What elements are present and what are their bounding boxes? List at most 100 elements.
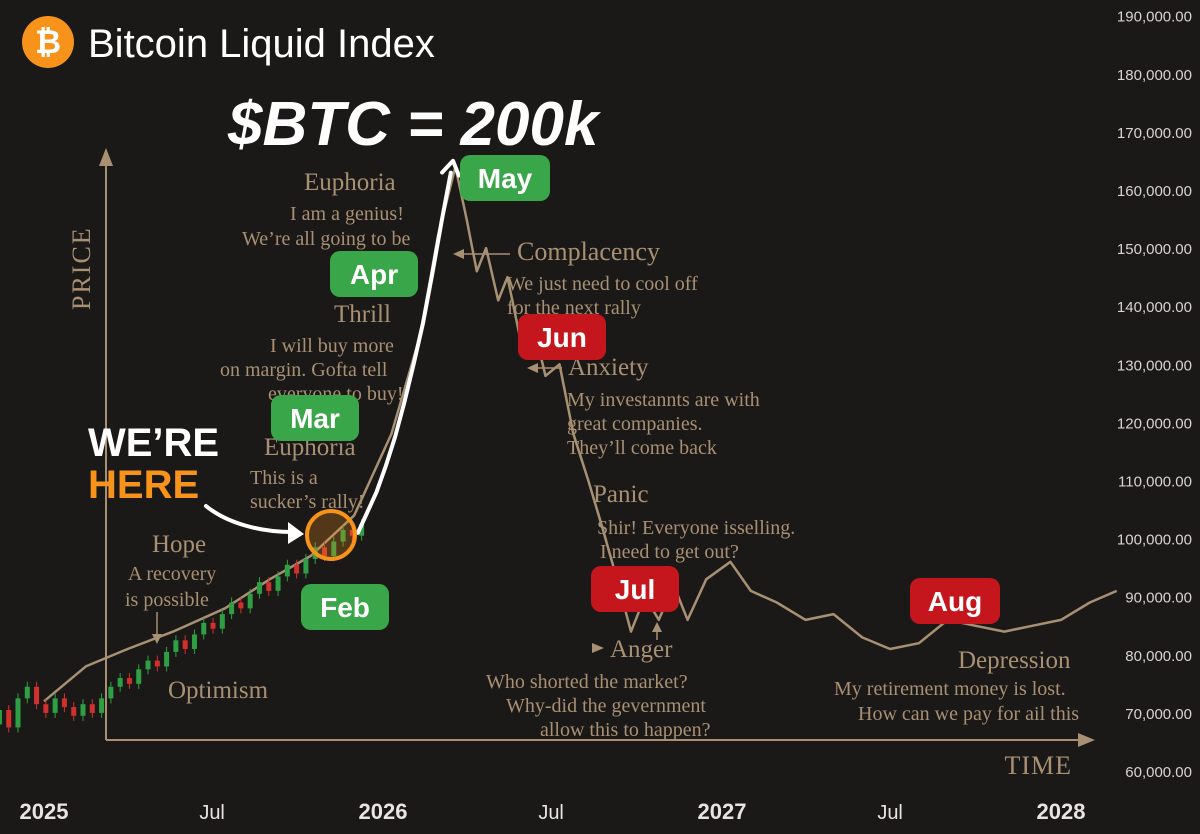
x-tick-label: Jul — [199, 802, 225, 824]
badge-jul: Jul — [591, 566, 679, 612]
annotation-complacency-line1: We just need to cool off — [507, 273, 698, 295]
candle-body — [303, 558, 309, 574]
candle-body — [145, 660, 151, 670]
annotation-euphoria-peak-line1: I am a genius! — [290, 203, 404, 225]
time-axis-arrow — [1078, 733, 1095, 747]
candle-body — [99, 698, 105, 713]
candle-body — [349, 529, 355, 536]
annotation-euphoria-peak-line2: We’re all going to be — [242, 228, 410, 250]
current-position-marker — [305, 509, 357, 561]
badge-jun-bg — [518, 314, 606, 360]
callout-arrow-head — [288, 522, 304, 544]
chart-title: Bitcoin Liquid Index — [88, 22, 435, 66]
y-tick-label: 60,000.00 — [1125, 764, 1192, 781]
we-are-here-callout: WE’RE HERE — [88, 421, 357, 561]
candle-body — [201, 622, 207, 635]
annotation-euphoria-early-line2: sucker’s rally! — [250, 491, 365, 513]
annotation-euphoria-early-line1: This is a — [250, 467, 318, 489]
candle-body — [238, 602, 244, 609]
annotation-anger-line3: allow this to happen? — [540, 719, 711, 741]
x-axis-label: TIME — [1004, 751, 1072, 780]
projection-arrow-head — [440, 158, 461, 178]
candle-body — [256, 582, 262, 594]
psychology-cycle-series — [43, 165, 1118, 703]
candle-body — [266, 582, 272, 591]
projection-line — [355, 170, 453, 535]
candle-body — [61, 698, 67, 708]
annotation-panic-line1: Shir! Everyone isselling. — [597, 517, 795, 539]
badge-jul-label: Jul — [615, 574, 655, 605]
candle-body — [191, 634, 197, 649]
x-tick-label: 2027 — [698, 799, 747, 824]
y-tick-label: 130,000.00 — [1117, 357, 1192, 374]
candle-body — [24, 686, 30, 699]
candle-body — [15, 698, 21, 728]
annotation-thrill-line1: I will buy more — [270, 335, 394, 357]
y-tick-label: 180,000.00 — [1117, 67, 1192, 84]
annotation-optimism: Optimism — [168, 677, 269, 704]
y-tick-label: 170,000.00 — [1117, 125, 1192, 142]
bitcoin-logo-icon — [22, 16, 74, 68]
y-axis-label: PRICE — [67, 226, 96, 310]
header: ₿ Bitcoin Liquid Index $BTC = 200k — [22, 16, 602, 159]
badge-feb-label: Feb — [320, 592, 370, 623]
candle-body — [229, 602, 235, 615]
candle-body — [117, 678, 123, 687]
y-tick-label: 70,000.00 — [1125, 706, 1192, 723]
bitcoin-logo-glyph: ₿ — [35, 24, 61, 60]
badge-mar-label: Mar — [290, 403, 340, 434]
y-tick-label: 190,000.00 — [1117, 9, 1192, 26]
annotation-thrill: Thrill — [334, 301, 391, 328]
candle-body — [89, 704, 95, 713]
cycle-line — [43, 165, 1118, 703]
y-tick-label: 110,000.00 — [1118, 474, 1192, 491]
headline: $BTC = 200k — [227, 90, 602, 159]
y-tick-label: 80,000.00 — [1125, 648, 1192, 665]
candle-body — [0, 709, 2, 725]
candle-body — [108, 686, 114, 699]
x-tick-label: Jul — [877, 802, 903, 824]
annotation-arrows — [152, 249, 662, 653]
annotation-complacency-line2: for the next rally — [507, 297, 641, 319]
badge-aug-bg — [910, 578, 1000, 624]
candle-body — [173, 640, 179, 652]
badge-apr-bg — [330, 251, 418, 297]
annotation-anger: Anger — [610, 636, 673, 663]
x-tick-label: 2026 — [359, 799, 408, 824]
candle-body — [71, 707, 77, 716]
callout-line2: HERE — [88, 463, 199, 507]
badge-aug-label: Aug — [928, 586, 982, 617]
badge-jun: Jun — [518, 314, 606, 360]
x-tick-label: 2028 — [1037, 799, 1086, 824]
callout-arrow — [204, 504, 294, 534]
candle-body — [6, 709, 12, 728]
projection-series — [355, 158, 461, 535]
candle-body — [284, 564, 290, 577]
candle-body — [154, 660, 160, 667]
candle-body — [247, 593, 253, 609]
x-tick-label: 2025 — [20, 799, 69, 824]
annotation-depression-line2: How can we pay for ail this — [858, 703, 1079, 725]
anxiety-arrow-head — [527, 363, 538, 373]
anger-arrow-left — [592, 643, 604, 653]
candle-body — [210, 622, 216, 629]
badge-jul-bg — [591, 566, 679, 612]
candle-body — [219, 614, 225, 629]
annotation-anxiety-line3: They’ll come back — [567, 437, 717, 459]
badge-feb-bg — [301, 584, 389, 630]
y-tick-label: 140,000.00 — [1117, 299, 1192, 316]
badge-may-label: May — [478, 163, 533, 194]
candle-body — [321, 547, 327, 557]
annotation-complacency: Complacency — [517, 237, 660, 266]
annotation-hope-line2: is possible — [125, 589, 209, 611]
badge-mar: Mar — [271, 395, 359, 441]
annotation-thrill-line2: on margin. Gofta tell — [220, 359, 388, 381]
badge-apr-label: Apr — [350, 259, 398, 290]
annotation-anxiety-line1: My investannts are with — [567, 389, 760, 411]
badge-apr: Apr — [330, 251, 418, 297]
annotation-depression: Depression — [958, 647, 1071, 674]
badge-mar-bg — [271, 395, 359, 441]
candle-body — [34, 686, 40, 705]
